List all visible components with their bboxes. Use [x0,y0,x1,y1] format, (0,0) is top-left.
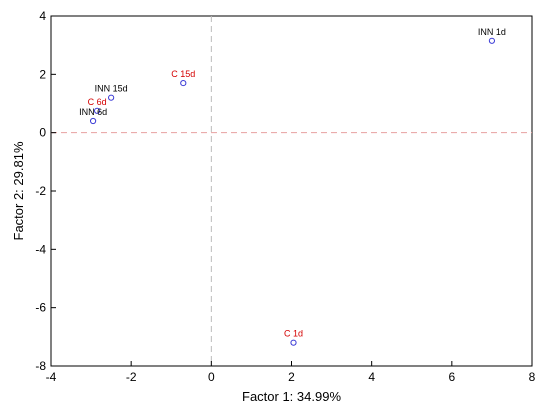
x-tick-label: -2 [126,370,137,384]
x-tick-label: 8 [529,370,536,384]
y-tick-label: -8 [35,359,46,373]
data-point [488,37,496,44]
x-tick-label: 2 [288,370,295,384]
data-point-label: INN 1d [478,27,506,37]
data-point-label: INN 15d [95,84,128,94]
data-point-label: C 1d [284,329,303,339]
data-point [108,94,115,101]
y-tick-label: 0 [39,126,46,140]
axis-ticks: -4 -2 0 2 4 6 8 4 2 0 -2 -4 -6 -8 [35,9,535,384]
data-point [290,339,297,346]
y-tick-label: -2 [35,184,46,198]
plot-area [50,15,533,367]
x-tick-label: 4 [368,370,375,384]
y-tick-label: 2 [39,67,46,81]
x-tick-label: 6 [448,370,455,384]
data-point [89,117,97,125]
data-point-label: C 6d [88,97,107,107]
y-axis-title: Factor 2: 29.81% [11,141,26,240]
y-tick-label: -6 [35,301,46,315]
data-point-label: INN 6d [79,107,107,117]
data-point [180,79,187,87]
y-tick-label: -4 [35,242,46,256]
data-point-label: C 15d [171,69,195,79]
x-tick-label: -4 [46,370,57,384]
x-axis-title: Factor 1: 34.99% [242,389,341,404]
data-point [93,107,101,114]
y-tick-label: 4 [39,9,46,23]
x-tick-label: 0 [208,370,215,384]
